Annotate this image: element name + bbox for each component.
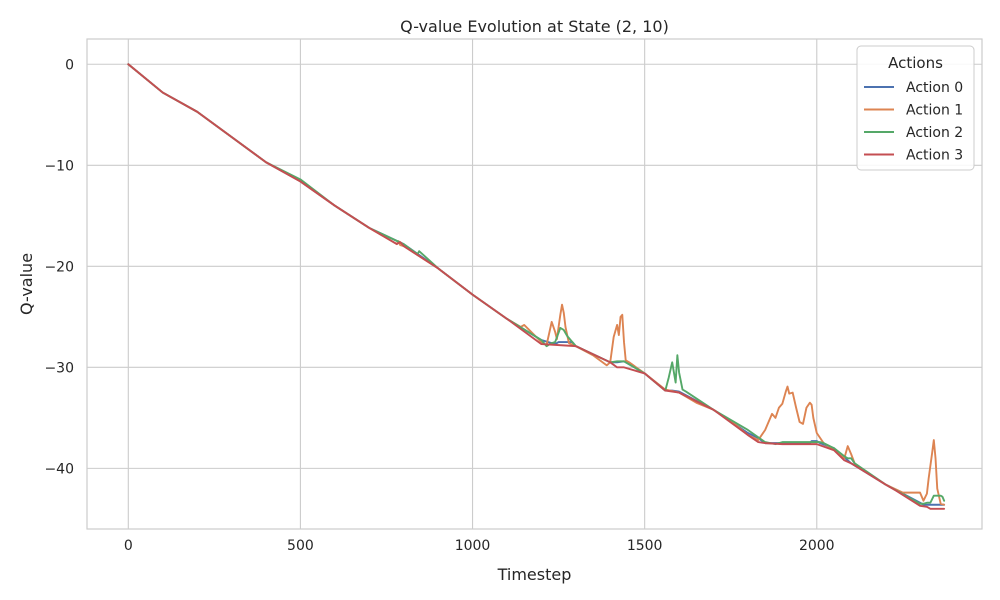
- legend-label: Action 0: [906, 80, 963, 96]
- legend-label: Action 3: [906, 148, 963, 164]
- legend-label: Action 1: [906, 103, 963, 119]
- plot-frame: [86, 38, 983, 530]
- legend-title: Actions: [888, 54, 943, 72]
- y-tick-label: 0: [65, 57, 74, 73]
- chart-title: Q-value Evolution at State (2, 10): [400, 17, 669, 36]
- x-tick-label: 1500: [627, 538, 663, 554]
- legend-box: [856, 45, 975, 171]
- legend-label: Action 2: [906, 125, 963, 141]
- legend: Actions Action 0 Action 1 Action 2 Action 3: [856, 45, 975, 171]
- x-tick-labels: 0 500 1000 1500 2000: [124, 538, 835, 554]
- y-tick-label: −10: [44, 158, 74, 174]
- x-tick-label: 2000: [799, 538, 835, 554]
- legend-items: Action 0 Action 1 Action 2 Action 3: [864, 80, 963, 164]
- x-axis-label: Timestep: [497, 565, 572, 584]
- y-tick-label: −40: [44, 461, 74, 477]
- series-lines: [127, 63, 946, 510]
- x-tick-label: 500: [287, 538, 314, 554]
- grid: [87, 39, 982, 529]
- y-tick-label: −30: [44, 360, 74, 376]
- series-line-action-3: [127, 63, 946, 510]
- y-axis-label: Q-value: [17, 253, 36, 315]
- y-tick-label: −20: [44, 259, 74, 275]
- y-tick-labels: 0 −10 −20 −30 −40: [44, 57, 74, 477]
- x-tick-label: 1000: [455, 538, 491, 554]
- x-tick-label: 0: [124, 538, 133, 554]
